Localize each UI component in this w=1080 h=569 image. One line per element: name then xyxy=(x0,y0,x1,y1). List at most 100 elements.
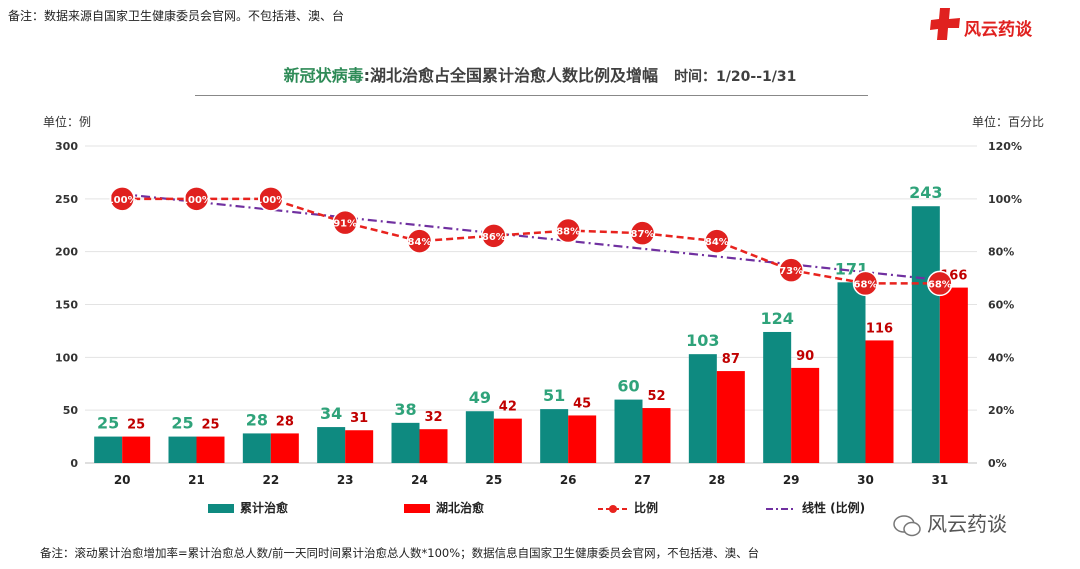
bar-hubei xyxy=(568,415,597,463)
data-label-cumulative: 243 xyxy=(909,183,942,202)
ratio-label: 100% xyxy=(181,195,212,206)
x-tick-label: 30 xyxy=(857,473,874,487)
ratio-label: 87% xyxy=(631,229,655,240)
bar-hubei xyxy=(642,408,671,463)
right-axis-unit: 单位：百分比 xyxy=(971,115,1044,129)
bar-hubei xyxy=(196,436,225,463)
ratio-line: 100% 100% 100% 91% 84% 86% 88% 87% 84% 73% 68% 68% xyxy=(107,186,953,297)
ratio-label: 84% xyxy=(705,237,729,248)
legend-swatch-teal xyxy=(208,504,234,513)
data-label-cumulative: 51 xyxy=(543,386,565,405)
bar-cumulative xyxy=(391,422,420,463)
data-label-cumulative: 49 xyxy=(469,388,491,407)
legend-swatch-red xyxy=(404,504,430,513)
data-label-cumulative: 28 xyxy=(246,410,268,429)
ratio-label: 100% xyxy=(255,195,286,206)
ratio-marker xyxy=(332,209,358,236)
logo-text: 风云药谈 xyxy=(964,20,1032,40)
ratio-label: 100% xyxy=(107,195,138,206)
bar-cumulative xyxy=(465,411,494,463)
ratio-marker xyxy=(852,270,879,297)
data-label-hubei: 25 xyxy=(201,418,219,433)
x-axis-ticks: 20 21 22 23 24 25 26 27 28 29 30 31 xyxy=(114,473,948,487)
x-tick-label: 28 xyxy=(708,473,725,487)
x-tick-label: 26 xyxy=(560,473,577,487)
ratio-marker xyxy=(258,186,284,212)
ratio-label: 68% xyxy=(928,279,952,290)
legend-ratio-marker-icon xyxy=(598,504,628,513)
legend-trend-dash-icon xyxy=(766,507,796,510)
ratio-label: 91% xyxy=(333,219,357,230)
bar-hubei xyxy=(270,433,299,463)
bottom-note: 备注：滚动累计治愈增加率=累计治愈总人数/前一天同时间累计治愈总人数*100%；… xyxy=(40,546,760,560)
ratio-label: 84% xyxy=(408,237,432,248)
bar-cumulative xyxy=(614,399,643,463)
ratio-marker xyxy=(704,228,730,254)
bar-cumulative xyxy=(317,427,346,463)
x-tick-label: 29 xyxy=(783,473,800,487)
legend-ratio: 比例 xyxy=(598,500,658,516)
data-label-hubei: 31 xyxy=(350,411,368,426)
bar-hubei xyxy=(419,429,448,463)
bar-hubei xyxy=(493,418,522,463)
top-note: 备注：数据来源自国家卫生健康委员会官网。不包括港、澳、台 xyxy=(8,9,345,23)
data-label-hubei: 87 xyxy=(722,352,740,367)
trendline-path xyxy=(122,192,940,282)
left-axis-ticks: 0 50 100 150 200 250 300 xyxy=(55,140,78,470)
y2-tick-label: 0% xyxy=(988,457,1007,470)
red-cross-icon xyxy=(930,8,960,40)
x-tick-label: 27 xyxy=(634,473,651,487)
bar-cumulative xyxy=(763,331,792,463)
bar-hubei xyxy=(716,371,745,463)
y-tick-label: 0 xyxy=(70,457,78,470)
data-label-hubei: 25 xyxy=(127,418,145,433)
bar-cumulative xyxy=(94,436,123,463)
y-tick-label: 150 xyxy=(55,299,78,312)
data-label-cumulative: 34 xyxy=(320,404,342,423)
ratio-marker xyxy=(778,257,804,283)
ratio-polyline xyxy=(122,197,940,285)
data-label-hubei: 45 xyxy=(573,396,591,411)
legend-trendline: 线性 (比例) xyxy=(766,500,865,516)
x-tick-label: 23 xyxy=(337,473,354,487)
ratio-marker xyxy=(555,217,581,244)
bars xyxy=(94,206,968,464)
chart-title: 新冠状病毒:湖北治愈占全国累计治愈人数比例及增幅 时间：1/20--1/31 xyxy=(0,62,1080,86)
data-label-cumulative: 60 xyxy=(617,377,639,396)
chat-bubble-icon xyxy=(893,514,921,536)
y-tick-label: 50 xyxy=(63,404,79,417)
y2-tick-label: 40% xyxy=(988,351,1014,364)
data-label-cumulative: 103 xyxy=(686,331,719,350)
x-tick-label: 31 xyxy=(931,473,948,487)
ratio-marker xyxy=(629,220,656,246)
bar-hubei xyxy=(791,367,820,463)
y2-tick-label: 120% xyxy=(988,140,1022,153)
ratio-marker xyxy=(481,223,507,249)
data-label-hubei: 116 xyxy=(866,321,893,336)
ratio-marker xyxy=(183,186,210,212)
data-label-cumulative: 25 xyxy=(97,414,119,433)
ratio-marker xyxy=(927,270,953,297)
x-tick-label: 24 xyxy=(411,473,428,487)
title-part-2: :湖北治愈占全国累计治愈人数比例及增幅 xyxy=(363,66,659,85)
y2-tick-label: 100% xyxy=(988,193,1022,206)
ratio-marker xyxy=(109,186,135,212)
left-axis-unit: 单位：例 xyxy=(43,115,92,129)
watermark: 风云药谈 xyxy=(893,508,1007,537)
y-tick-label: 300 xyxy=(55,140,78,153)
bar-cumulative xyxy=(242,433,271,463)
ratio-label: 73% xyxy=(779,266,803,277)
data-label-hubei: 90 xyxy=(796,349,814,364)
data-label-cumulative: 124 xyxy=(760,309,793,328)
brand-logo: 风云药谈 xyxy=(928,6,1068,46)
y2-tick-label: 60% xyxy=(988,299,1014,312)
y2-tick-label: 80% xyxy=(988,246,1014,259)
y-tick-label: 250 xyxy=(55,193,78,206)
data-label-cumulative: 38 xyxy=(394,400,416,419)
bar-cumulative xyxy=(540,409,569,463)
x-tick-label: 22 xyxy=(262,473,279,487)
bar-cumulative xyxy=(837,282,866,463)
legend-hubei: 湖北治愈 xyxy=(404,500,484,516)
legend-cumulative: 累计治愈 xyxy=(208,500,288,516)
